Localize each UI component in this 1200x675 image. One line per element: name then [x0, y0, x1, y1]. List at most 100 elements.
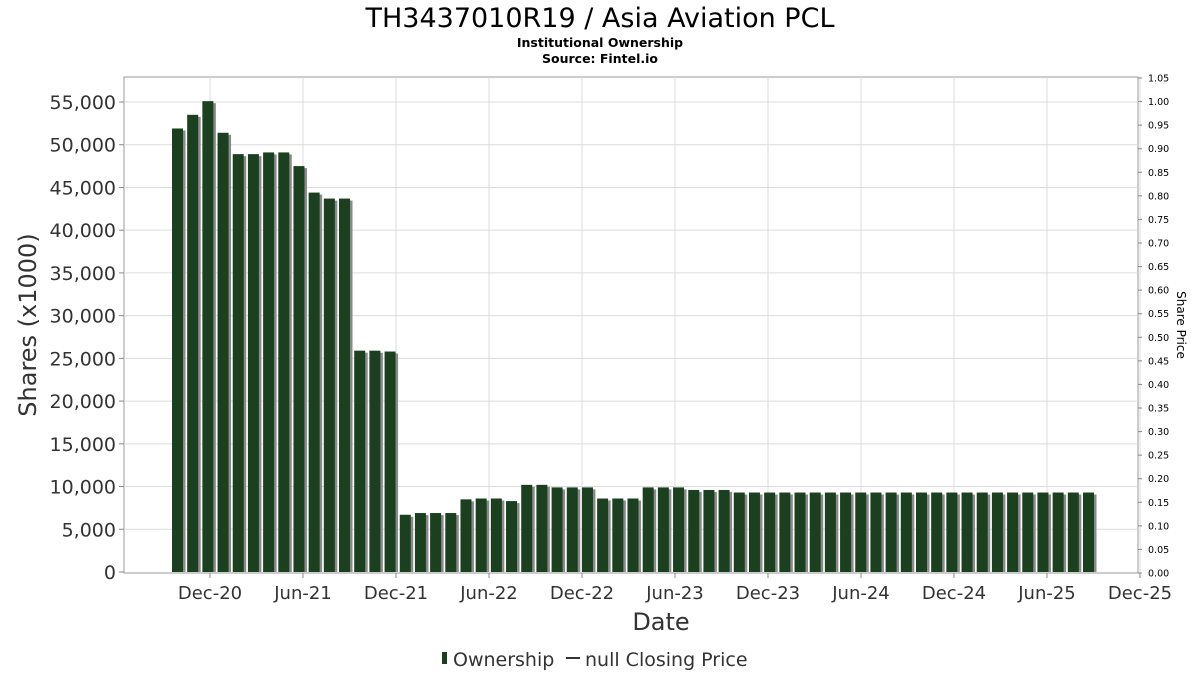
- x-tick-label: Dec-24: [922, 583, 986, 604]
- x-tick-label: Jun-25: [1017, 583, 1076, 604]
- y2-tick-label: 1.05: [1148, 74, 1169, 85]
- y-tick-label: 40,000: [50, 220, 116, 242]
- ownership-bar: [293, 166, 305, 572]
- y2-tick-label: 0.35: [1148, 404, 1169, 415]
- y2-tick-label: 0.80: [1148, 191, 1169, 202]
- ownership-bar: [263, 152, 275, 572]
- ownership-bar: [946, 492, 958, 572]
- ownership-bar: [460, 499, 472, 572]
- ownership-bar: [642, 487, 654, 572]
- x-tick-label: Dec-23: [736, 583, 800, 604]
- y-tick-label: 10,000: [50, 477, 116, 499]
- x-tick-label: Dec-20: [178, 583, 242, 604]
- ownership-bar: [688, 489, 700, 572]
- ownership-bar: [581, 487, 593, 572]
- ownership-bar: [779, 492, 791, 572]
- ownership-bar: [885, 492, 897, 572]
- ownership-bar: [187, 114, 199, 573]
- ownership-bar: [748, 492, 760, 572]
- ownership-bar: [232, 154, 244, 573]
- y2-tick-label: 0.70: [1148, 239, 1169, 250]
- y2-tick-label: 0.45: [1148, 356, 1169, 367]
- legend-ownership-swatch: [442, 652, 447, 664]
- x-axis-ticks: Dec-20 Jun-21 Dec-21 Jun-22 Dec-22 Jun-23 Dec-…: [178, 573, 1172, 604]
- ownership-bar: [308, 192, 320, 572]
- ownership-bar: [1037, 492, 1049, 572]
- x-tick-label: Jun-21: [273, 583, 332, 604]
- x-tick-label: Jun-22: [459, 583, 518, 604]
- y2-tick-label: 0.15: [1148, 498, 1169, 509]
- y2-tick-label: 0.25: [1148, 451, 1169, 462]
- ownership-bar: [1067, 492, 1079, 572]
- ownership-bar: [536, 484, 548, 572]
- y-axis-ticks: 0 5,000 10,000 15,000 20,000 25,000 30,000 35,0…: [50, 92, 124, 584]
- ownership-bar: [217, 132, 229, 572]
- y-tick-label: 0: [104, 562, 116, 584]
- y-tick-label: 15,000: [50, 434, 116, 456]
- y-tick-label: 5,000: [62, 519, 116, 541]
- ownership-bar: [976, 492, 988, 572]
- ownership-bar: [551, 487, 563, 572]
- y2-tick-label: 0.85: [1148, 168, 1169, 179]
- legend: Ownership null Closing Price: [442, 649, 748, 671]
- legend-ownership-label: Ownership: [453, 649, 554, 671]
- ownership-bar: [414, 513, 426, 572]
- y2-tick-label: 0.75: [1148, 215, 1169, 226]
- ownership-bars: [172, 101, 1097, 573]
- y-tick-label: 50,000: [50, 135, 116, 157]
- y2-tick-label: 0.05: [1148, 545, 1169, 556]
- ownership-bar: [718, 489, 730, 572]
- y2-tick-label: 0.95: [1148, 121, 1169, 132]
- ownership-bar: [1083, 492, 1094, 572]
- y-tick-label: 35,000: [50, 263, 116, 285]
- ownership-bar: [597, 498, 609, 572]
- ownership-bar: [840, 492, 852, 572]
- y-tick-label: 30,000: [50, 306, 116, 328]
- y2-tick-label: 0.10: [1148, 521, 1169, 532]
- ownership-bar: [1022, 492, 1034, 572]
- ownership-bar: [855, 492, 867, 572]
- ownership-bar: [506, 501, 518, 572]
- ownership-bar: [915, 492, 927, 572]
- y2-tick-label: 0.90: [1148, 144, 1169, 155]
- ownership-bar: [657, 487, 669, 572]
- ownership-bar: [202, 101, 214, 573]
- ownership-bar: [430, 513, 442, 572]
- y-tick-label: 20,000: [50, 391, 116, 413]
- ownership-bar: [824, 492, 836, 572]
- y2-tick-label: 0.20: [1148, 474, 1169, 485]
- ownership-bar: [764, 492, 776, 572]
- x-tick-label: Dec-25: [1108, 583, 1172, 604]
- x-tick-label: Jun-23: [645, 583, 704, 604]
- y2-tick-label: 0.30: [1148, 427, 1169, 438]
- y2-tick-label: 0.00: [1148, 569, 1169, 580]
- y2-tick-label: 1.00: [1148, 97, 1169, 108]
- chart-title: TH3437010R19 / Asia Aviation PCL: [365, 3, 835, 34]
- ownership-bar: [247, 154, 259, 573]
- y2-axis-label: Share Price: [1174, 291, 1188, 359]
- ownership-bar: [809, 492, 821, 572]
- ownership-bar: [703, 489, 715, 572]
- legend-price-label: null Closing Price: [585, 649, 748, 671]
- y-tick-label: 55,000: [50, 92, 116, 114]
- ownership-bar: [991, 492, 1003, 572]
- y2-tick-label: 0.50: [1148, 333, 1169, 344]
- ownership-bar: [354, 350, 366, 572]
- y-axis-label: Shares (x1000): [14, 233, 42, 416]
- ownership-bar: [566, 487, 578, 572]
- ownership-bar: [900, 492, 912, 572]
- ownership-bar: [1007, 492, 1019, 572]
- plot-area: [123, 76, 1139, 574]
- y-tick-label: 45,000: [50, 177, 116, 199]
- ownership-bar: [673, 487, 685, 572]
- ownership-bar: [323, 198, 335, 572]
- y-tick-label: 25,000: [50, 348, 116, 370]
- ownership-bar: [931, 492, 943, 572]
- ownership-bar: [612, 498, 624, 572]
- ownership-bar: [733, 492, 745, 572]
- y2-axis-ticks: 0.00 0.05 0.10 0.15 0.20 0.25 0.30 0.35 0.40 0.45…: [1138, 74, 1169, 580]
- ownership-bar: [369, 350, 381, 572]
- chart-source: Source: Fintel.io: [542, 51, 658, 66]
- x-tick-label: Dec-21: [364, 583, 428, 604]
- y2-tick-label: 0.55: [1148, 309, 1169, 320]
